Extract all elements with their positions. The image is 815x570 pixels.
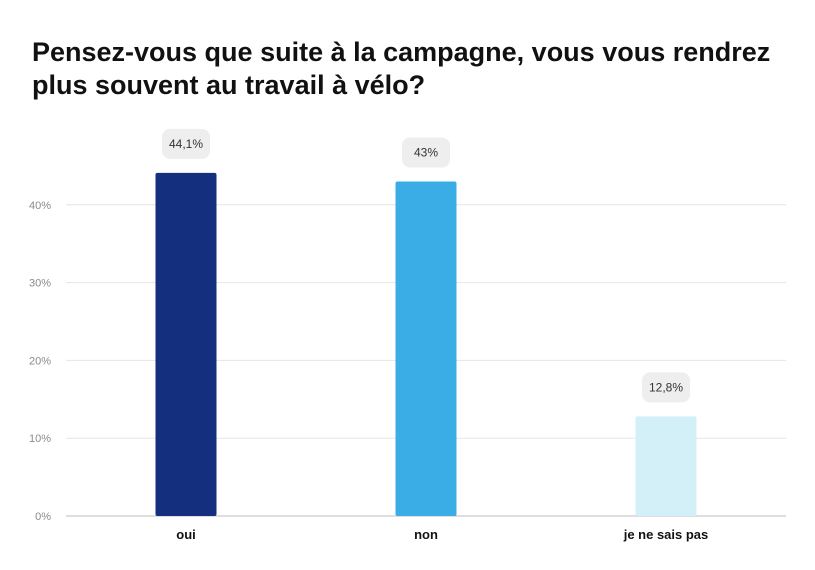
data-label-background	[162, 128, 210, 159]
data-label: 43%	[414, 145, 438, 159]
data-label: 44,1%	[169, 137, 203, 151]
bar-oui	[155, 172, 217, 517]
y-tick-label: 30%	[29, 278, 51, 290]
data-labels: 44,1% 43% 12,8%	[162, 128, 690, 403]
y-tick-label: 20%	[29, 355, 51, 367]
bar-je-ne-sais-pas	[635, 416, 697, 516]
x-category-label: non	[414, 527, 438, 542]
y-tick-label: 10%	[29, 433, 51, 445]
x-category-label: oui	[176, 527, 196, 542]
y-axis-ticks: 0% 10% 20% 30% 40%	[29, 200, 51, 523]
y-tick-label: 0%	[35, 511, 51, 523]
y-tick-label: 40%	[29, 200, 51, 212]
x-category-label: je ne sais pas	[623, 527, 709, 542]
data-label-background	[642, 372, 690, 403]
bars	[155, 172, 697, 517]
data-label-background	[402, 137, 450, 168]
chart-title: Pensez-vous que suite à la campagne, vou…	[32, 37, 771, 100]
x-axis-categories: oui non je ne sais pas	[176, 527, 708, 542]
bar-non	[395, 181, 457, 516]
data-label: 12,8%	[649, 380, 683, 394]
